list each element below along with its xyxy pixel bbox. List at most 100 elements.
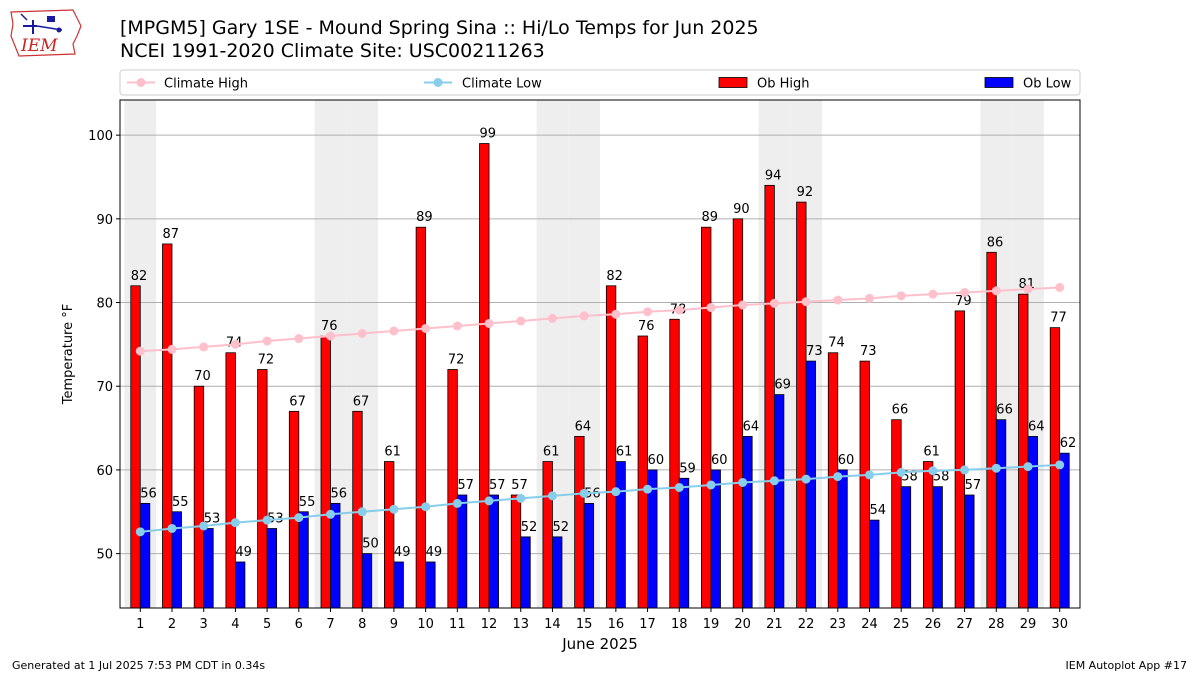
ob-high-value-label: 67 (353, 394, 370, 409)
climate-low-point (357, 507, 367, 517)
ob-low-bar (203, 528, 214, 609)
ob-high-value-label: 57 (511, 478, 528, 493)
ob-low-bar (330, 502, 341, 609)
ob-low-value-label: 62 (1060, 436, 1077, 451)
climate-high-line (140, 286, 1060, 353)
climate-high-point (516, 316, 526, 326)
x-tick-label: 3 (200, 617, 208, 632)
ob-low-bar (742, 436, 753, 609)
y-axis-label: Temperature °F (61, 304, 76, 405)
climate-low-point (991, 463, 1001, 473)
x-tick-label: 22 (798, 617, 815, 632)
ob-low-bar (773, 394, 785, 609)
ob-high-value-label: 61 (923, 445, 940, 460)
ob-high-bar (193, 385, 205, 609)
climate-high-point (167, 344, 177, 354)
ob-high-value-label: 94 (765, 168, 782, 183)
ob-low-bar (520, 536, 531, 609)
climate-low-point (167, 523, 177, 533)
chart-title-line1: [MPGM5] Gary 1SE - Mound Spring Sina :: … (120, 17, 759, 39)
climate-high-point (1023, 284, 1033, 294)
ob-low-value-label: 57 (489, 478, 506, 493)
ob-low-value-label: 53 (204, 511, 221, 526)
ob-high-bar (605, 285, 617, 609)
ob-high-value-label: 99 (480, 127, 497, 142)
climate-high-point (1055, 282, 1065, 292)
ob-high-value-label: 61 (543, 445, 560, 460)
x-tick-label: 15 (576, 617, 593, 632)
climate-low-point (484, 496, 494, 506)
climate-low-point (199, 521, 209, 531)
ob-low-value-label: 56 (331, 486, 348, 501)
ob-low-value-label: 60 (838, 453, 855, 468)
x-tick-label: 29 (1020, 617, 1037, 632)
ob-low-value-label: 56 (140, 486, 157, 501)
climate-high-point (389, 326, 399, 336)
ob-low-value-label: 50 (362, 537, 379, 552)
ob-high-value-label: 86 (987, 235, 1004, 250)
x-tick-label: 19 (703, 617, 720, 632)
x-tick-label: 13 (512, 617, 529, 632)
ob-low-bar (139, 502, 151, 609)
ob-high-value-label: 73 (860, 344, 877, 359)
climate-high-point (547, 313, 557, 323)
climate-high-point (484, 318, 494, 328)
ob-low-value-label: 49 (235, 545, 252, 560)
climate-high-point (738, 300, 748, 310)
ob-high-bar (669, 318, 680, 609)
climate-low-point (452, 498, 462, 508)
legend-climate-low-marker (433, 78, 443, 87)
ob-high-value-label: 66 (892, 403, 909, 418)
ob-low-bar (266, 528, 278, 609)
chart-title-line2: NCEI 1991-2020 Climate Site: USC00211263 (120, 40, 545, 62)
ob-low-value-label: 64 (1028, 419, 1045, 434)
ob-high-value-label: 77 (1050, 311, 1067, 326)
climate-low-point (960, 465, 970, 475)
climate-high-point (960, 287, 970, 297)
ob-high-value-label: 87 (162, 227, 179, 242)
y-tick-label: 100 (88, 129, 113, 144)
climate-low-point (547, 491, 557, 501)
x-tick-label: 10 (417, 617, 434, 632)
ob-high-bar (162, 243, 173, 609)
climate-low-point (896, 467, 906, 477)
x-tick-label: 12 (481, 617, 498, 632)
x-tick-label: 16 (608, 617, 625, 632)
climate-low-point (769, 476, 779, 486)
climate-low-point (516, 493, 526, 503)
climate-low-point (262, 515, 272, 525)
x-tick-label: 11 (449, 617, 466, 632)
climate-high-point (421, 323, 431, 333)
ob-high-bar (574, 436, 585, 609)
ob-high-bar (384, 461, 395, 609)
ob-high-value-label: 61 (384, 445, 401, 460)
climate-high-point (928, 289, 938, 299)
climate-low-point (389, 504, 399, 514)
ob-low-value-label: 57 (965, 478, 982, 493)
climate-high-point (326, 331, 336, 341)
x-tick-label: 23 (830, 617, 847, 632)
ob-high-bar (130, 285, 141, 609)
ob-high-bar (701, 226, 712, 609)
ob-low-value-label: 58 (933, 470, 950, 485)
ob-low-bar (298, 511, 309, 609)
ob-low-bar (900, 486, 912, 609)
x-tick-label: 8 (358, 617, 366, 632)
legend-ob-low-swatch (984, 77, 1014, 88)
ob-low-value-label: 60 (648, 453, 665, 468)
ob-low-value-label: 61 (616, 445, 633, 460)
ob-high-bar (257, 369, 268, 609)
legend-ob-high-label: Ob High (757, 77, 810, 92)
iem-iowa-map-logo-icon (10, 9, 82, 57)
x-tick-label: 28 (988, 617, 1005, 632)
x-tick-label: 30 (1051, 617, 1068, 632)
climate-high-point (706, 303, 716, 313)
climate-high-point (262, 336, 272, 346)
legend-climate-high-label: Climate High (164, 77, 248, 92)
ob-high-bar (1018, 293, 1029, 609)
ob-low-value-label: 52 (521, 520, 538, 535)
ob-high-bar (637, 335, 648, 609)
y-tick-label: 80 (96, 297, 113, 312)
footer-generated-text: Generated at 1 Jul 2025 7:53 PM CDT in 0… (12, 659, 266, 672)
